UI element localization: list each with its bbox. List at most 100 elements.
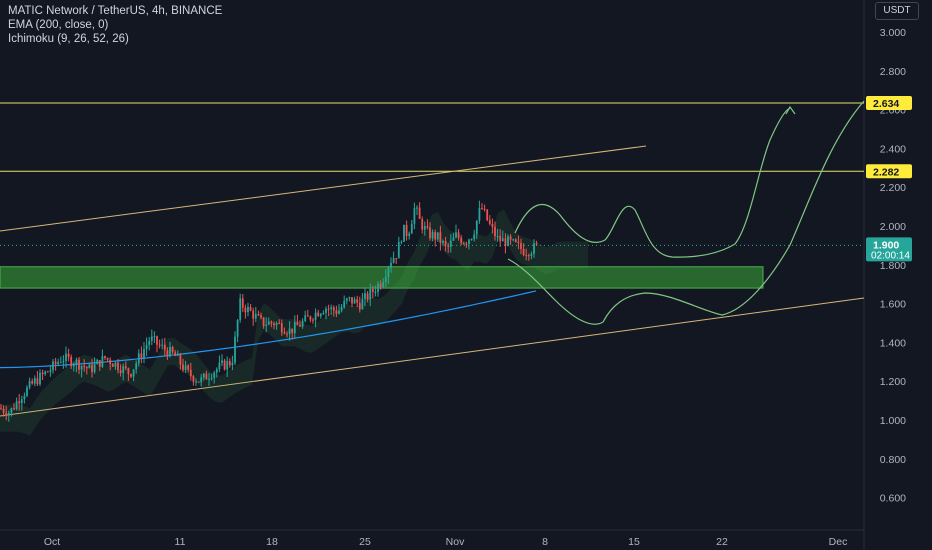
candle-body	[491, 223, 494, 227]
candle-body	[423, 226, 426, 230]
candle-body	[57, 362, 60, 365]
projection-arrow-icon	[785, 105, 796, 115]
candle-body	[239, 298, 242, 321]
candle-body	[208, 378, 210, 380]
candle-body	[215, 369, 218, 373]
candle-body	[62, 361, 65, 363]
candle-body	[70, 357, 73, 367]
candle-body	[319, 314, 322, 317]
x-tick-label: Nov	[446, 536, 465, 548]
candle-body	[148, 340, 151, 345]
candle-body	[31, 381, 34, 384]
projection-path-upper	[514, 107, 791, 258]
candle-body	[361, 298, 364, 310]
candle-body	[122, 366, 125, 374]
candle-body	[137, 353, 140, 364]
candle-body	[405, 224, 408, 236]
candle-body	[535, 243, 538, 245]
candle-body	[421, 218, 424, 230]
candle-body	[114, 362, 117, 367]
candle-body	[304, 315, 307, 322]
candle-body	[395, 258, 398, 260]
candle-body	[278, 323, 281, 325]
candle-body	[241, 298, 244, 308]
x-tick-label: 8	[542, 536, 548, 548]
candle-body	[184, 365, 187, 370]
candle-body	[392, 258, 395, 263]
candle-body	[436, 232, 439, 240]
candle-body	[426, 226, 429, 228]
countdown-tag: 02:00:14	[871, 250, 910, 261]
candle-body	[135, 363, 138, 370]
candle-body	[153, 336, 156, 338]
candle-body	[231, 362, 234, 366]
candle-body	[200, 377, 203, 383]
candle-body	[244, 307, 247, 313]
candle-body	[257, 314, 260, 316]
candle-body	[182, 364, 184, 370]
candle-body	[478, 208, 481, 221]
price-tag-2634-bg	[866, 96, 912, 111]
candle-body	[104, 356, 106, 358]
candle-body	[15, 401, 18, 410]
candle-body	[59, 362, 62, 364]
x-tick-label: 22	[716, 536, 728, 548]
candle-body	[356, 299, 359, 303]
candle-body	[527, 255, 530, 257]
candle-body	[75, 359, 78, 365]
candle-body	[507, 236, 509, 246]
candle-body	[429, 227, 431, 239]
ema-indicator-label[interactable]: EMA (200, close, 0)	[8, 19, 109, 31]
candle-body	[210, 377, 213, 379]
candle-body	[189, 369, 192, 377]
candle-body	[343, 300, 346, 308]
symbol-title[interactable]: MATIC Network / TetherUS, 4h, BINANCE	[8, 5, 223, 17]
candle-body	[470, 238, 473, 240]
candle-body	[228, 361, 231, 366]
candle-body	[348, 297, 351, 299]
candle-body	[20, 399, 23, 404]
candle-body	[273, 323, 275, 326]
demand-zone	[0, 266, 764, 289]
candle-body	[127, 368, 130, 375]
candle-body	[496, 235, 499, 237]
candle-body	[226, 361, 229, 370]
price-tag-2282: 2.282	[873, 166, 899, 178]
candle-body	[371, 288, 374, 293]
candle-body	[449, 240, 452, 247]
candle-body	[457, 232, 460, 238]
candle-body	[145, 344, 148, 350]
candle-body	[36, 378, 39, 385]
candle-body	[382, 282, 385, 287]
candle-body	[431, 232, 434, 239]
candle-body	[358, 302, 361, 310]
candle-body	[213, 372, 216, 378]
currency-button[interactable]: USDT	[875, 2, 919, 20]
candle-body	[473, 234, 476, 239]
candle-body	[174, 352, 177, 356]
candle-body	[335, 310, 338, 314]
candle-body	[444, 241, 447, 246]
candle-body	[46, 371, 49, 373]
x-tick-label: 11	[175, 536, 186, 548]
candle-body	[80, 365, 83, 370]
candle-body	[353, 299, 356, 304]
candle-body	[488, 220, 491, 224]
candle-body	[325, 308, 327, 313]
candle-body	[275, 323, 278, 326]
y-tick-label: 1.800	[880, 260, 906, 272]
candle-body	[267, 321, 270, 325]
candle-body	[130, 374, 132, 377]
candle-body	[418, 207, 421, 219]
candle-body	[439, 232, 442, 243]
candle-body	[169, 347, 171, 357]
candle-body	[54, 361, 57, 365]
candle-body	[2, 408, 5, 413]
candle-body	[223, 360, 226, 370]
ichimoku-indicator-label[interactable]: Ichimoku (9, 26, 52, 26)	[8, 33, 129, 45]
candle-body	[306, 315, 309, 317]
candle-body	[221, 360, 223, 363]
candle-body	[465, 243, 468, 245]
candle-body	[44, 371, 47, 375]
